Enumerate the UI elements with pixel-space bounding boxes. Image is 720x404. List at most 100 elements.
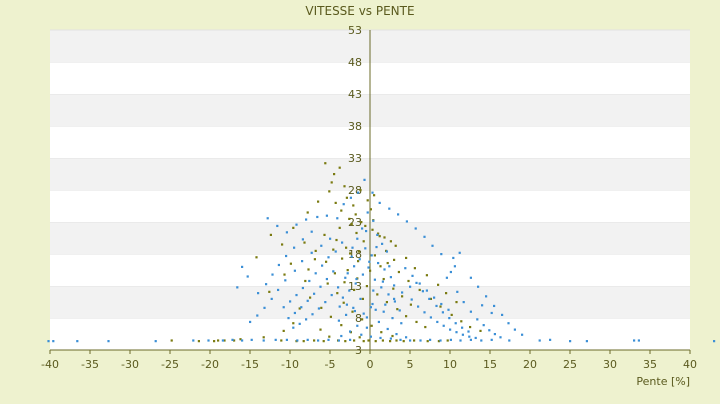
data-point xyxy=(419,339,422,342)
data-point xyxy=(310,251,313,254)
data-point xyxy=(296,339,299,342)
data-point xyxy=(454,322,457,325)
data-point xyxy=(378,201,381,204)
data-point xyxy=(268,290,271,293)
data-point xyxy=(341,296,344,299)
data-point xyxy=(313,258,316,261)
data-point xyxy=(309,296,312,299)
data-point xyxy=(458,251,461,254)
data-point xyxy=(395,339,398,342)
data-point xyxy=(371,302,374,306)
data-point xyxy=(359,189,362,192)
data-point xyxy=(371,228,374,231)
data-point xyxy=(429,297,432,300)
data-point xyxy=(321,264,324,267)
data-point xyxy=(453,265,456,268)
series-1 xyxy=(170,162,482,343)
data-point xyxy=(364,247,367,250)
data-point xyxy=(285,254,288,258)
data-point xyxy=(300,306,303,309)
data-point xyxy=(257,292,260,295)
data-point xyxy=(352,306,355,309)
data-point xyxy=(436,320,439,324)
data-point xyxy=(349,338,352,341)
data-point xyxy=(355,231,358,235)
data-point xyxy=(308,279,311,283)
data-point xyxy=(369,269,372,272)
data-point xyxy=(368,260,371,263)
data-point xyxy=(409,339,412,342)
data-point xyxy=(284,279,287,282)
data-point xyxy=(249,320,252,324)
data-point xyxy=(637,339,640,342)
data-point xyxy=(409,285,412,288)
data-point xyxy=(361,297,364,300)
x-tick-label: -25 xyxy=(161,358,179,371)
data-point xyxy=(306,299,309,302)
data-point xyxy=(336,292,339,295)
data-point xyxy=(313,292,316,295)
data-point xyxy=(241,339,244,342)
data-point xyxy=(334,250,337,253)
data-point xyxy=(488,329,491,332)
data-point xyxy=(335,238,338,242)
data-point xyxy=(429,316,432,319)
x-tick-label: 25 xyxy=(563,358,577,371)
data-point xyxy=(415,320,418,324)
x-tick-label: 0 xyxy=(367,358,374,371)
data-point xyxy=(332,270,335,273)
data-point xyxy=(285,338,288,341)
data-point xyxy=(360,221,363,224)
y-tick-label: 3 xyxy=(355,344,362,357)
data-point xyxy=(382,277,385,281)
y-tick-label: 13 xyxy=(348,280,362,293)
data-point xyxy=(337,319,340,322)
data-point xyxy=(391,317,394,320)
data-point xyxy=(386,261,389,265)
y-tick-label: 53 xyxy=(348,24,362,37)
data-point xyxy=(382,310,385,313)
data-point xyxy=(401,295,404,298)
data-point xyxy=(442,324,445,327)
data-point xyxy=(325,214,328,217)
data-point xyxy=(380,286,383,289)
data-point xyxy=(490,338,493,341)
data-point xyxy=(376,293,379,296)
data-point xyxy=(380,331,383,334)
data-point xyxy=(256,314,259,317)
data-point xyxy=(76,340,79,343)
data-point xyxy=(370,254,373,257)
data-point xyxy=(271,273,274,276)
data-point xyxy=(393,297,396,300)
series-2 xyxy=(47,178,716,343)
data-point xyxy=(375,245,378,249)
data-point xyxy=(499,336,502,339)
x-tick-labels: -40 -35 -30 -25 -20 -15 -10 -5 0 5 10 15 20 25 30 35 40 xyxy=(41,350,697,371)
data-point xyxy=(342,203,345,206)
data-point xyxy=(270,297,273,300)
data-point xyxy=(250,338,253,341)
data-point xyxy=(413,267,416,270)
data-point xyxy=(295,223,298,226)
y-tick-label: 8 xyxy=(355,312,362,325)
data-point xyxy=(289,300,292,303)
data-point xyxy=(423,311,426,314)
data-point xyxy=(338,166,341,169)
data-point xyxy=(338,226,341,229)
data-point xyxy=(233,339,236,342)
data-point xyxy=(456,290,459,293)
data-point xyxy=(357,260,360,263)
data-point xyxy=(445,276,448,279)
x-tick-label: -5 xyxy=(325,358,336,371)
data-point xyxy=(349,330,352,333)
data-point xyxy=(449,328,452,331)
data-point xyxy=(378,235,381,238)
data-point xyxy=(409,303,412,306)
data-point xyxy=(388,207,391,210)
data-point xyxy=(241,265,244,268)
data-point xyxy=(508,339,511,342)
data-point xyxy=(469,325,472,329)
data-point xyxy=(327,256,330,259)
data-point xyxy=(418,288,421,292)
